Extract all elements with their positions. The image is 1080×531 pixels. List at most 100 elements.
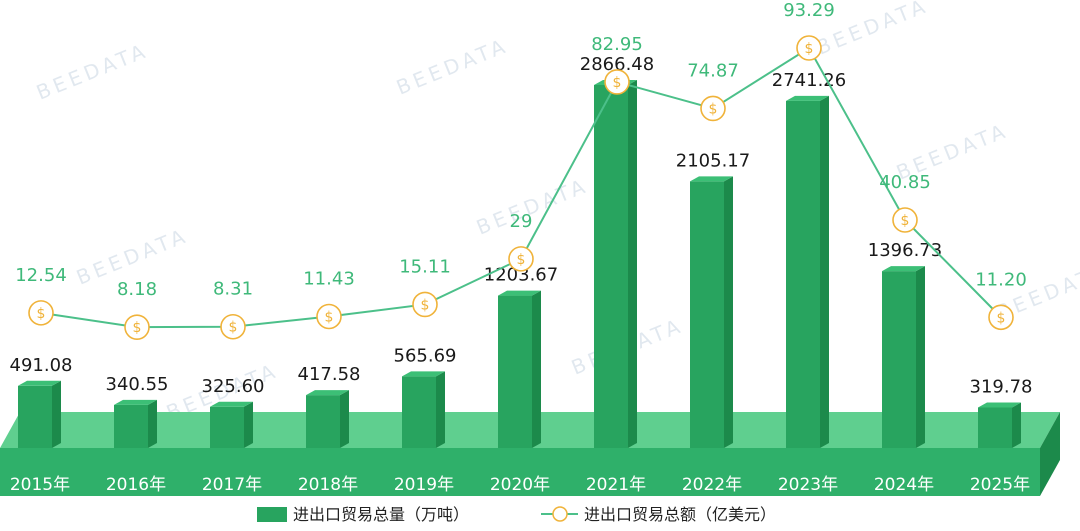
line-data-label: 12.54 bbox=[15, 265, 67, 286]
dollar-sign-icon: $ bbox=[997, 310, 1006, 326]
bar-data-label: 319.78 bbox=[970, 377, 1033, 398]
bar-front bbox=[210, 406, 244, 448]
line-data-label: 15.11 bbox=[399, 256, 451, 277]
watermark-text: BEEDATA bbox=[33, 38, 152, 105]
bar-side bbox=[628, 80, 637, 448]
bar bbox=[306, 390, 349, 448]
bar-data-label: 2866.48 bbox=[580, 54, 654, 75]
line-marker: $ bbox=[124, 314, 150, 340]
line-marker: $ bbox=[988, 304, 1014, 331]
dollar-coin-icon bbox=[892, 207, 918, 233]
bar-series bbox=[18, 80, 1021, 449]
dollar-coin-icon bbox=[412, 291, 438, 318]
x-tick-label: 2018年 bbox=[298, 475, 358, 495]
x-tick-label: 2024年 bbox=[874, 475, 934, 495]
dollar-coin-icon bbox=[316, 303, 342, 330]
bar-front bbox=[786, 100, 820, 449]
x-tick-label: 2022年 bbox=[682, 475, 742, 495]
dollar-sign-icon: $ bbox=[517, 252, 526, 268]
bar-data-label: 491.08 bbox=[10, 355, 73, 376]
bar bbox=[114, 399, 157, 448]
dollar-sign-icon: $ bbox=[709, 101, 718, 117]
x-tick-label: 2021年 bbox=[586, 475, 646, 495]
bar-top bbox=[210, 401, 253, 407]
bar-front bbox=[690, 181, 724, 448]
line-data-label: 29 bbox=[510, 211, 533, 232]
legend-bar-swatch bbox=[257, 507, 287, 522]
dollar-coin-icon bbox=[988, 304, 1014, 331]
line-marker: $ bbox=[412, 291, 438, 318]
dollar-coin-icon bbox=[28, 300, 54, 326]
bar-data-label: 565.69 bbox=[394, 345, 457, 366]
line-data-label: 8.31 bbox=[213, 279, 253, 300]
legend-line-marker-icon bbox=[552, 506, 568, 522]
dollar-sign-icon: $ bbox=[325, 310, 334, 326]
legend-line-label: 进出口贸易总额（亿美元） bbox=[584, 505, 776, 524]
bar-side bbox=[52, 380, 61, 448]
line-data-label: 40.85 bbox=[879, 172, 931, 193]
bar bbox=[594, 80, 637, 448]
watermark-text: BEEDATA bbox=[393, 33, 512, 100]
x-tick-label: 2020年 bbox=[490, 475, 550, 495]
bar bbox=[690, 176, 733, 448]
dollar-coin-icon bbox=[700, 95, 726, 122]
x-tick-label: 2015年 bbox=[10, 475, 70, 495]
bar-data-label: 325.60 bbox=[202, 376, 265, 397]
bar-data-label: 417.58 bbox=[298, 364, 361, 385]
line-marker: $ bbox=[508, 246, 534, 272]
bar-top bbox=[402, 371, 445, 377]
bar-front bbox=[306, 395, 340, 448]
bar-side bbox=[1012, 402, 1021, 448]
line-data-label: 82.95 bbox=[591, 34, 643, 55]
bar-side bbox=[244, 401, 253, 448]
dollar-sign-icon: $ bbox=[805, 41, 814, 57]
bar-data-labels: 491.08 340.55 325.60 417.58 565.69 1203.67 286… bbox=[10, 54, 1033, 398]
line-data-labels: 12.54 8.18 8.31 11.43 15.11 29 82.95 74.87 93.29… bbox=[15, 0, 1027, 300]
line-marker: $ bbox=[28, 300, 54, 326]
dollar-sign-icon: $ bbox=[37, 306, 46, 322]
bar-top bbox=[498, 290, 541, 296]
bar-top bbox=[978, 402, 1021, 408]
bar bbox=[978, 402, 1021, 448]
bar bbox=[402, 371, 445, 448]
legend: 进出口贸易总量（万吨） 进出口贸易总额（亿美元） bbox=[257, 505, 776, 524]
dollar-coin-icon bbox=[124, 314, 150, 340]
bar-data-label: 1203.67 bbox=[484, 265, 558, 286]
bar-front bbox=[402, 376, 436, 448]
floor-side bbox=[1040, 412, 1060, 496]
x-tick-label: 2025年 bbox=[970, 475, 1030, 495]
bar-top bbox=[114, 399, 157, 405]
bar-front bbox=[978, 407, 1012, 448]
bar-front bbox=[882, 271, 916, 448]
x-tick-label: 2017年 bbox=[202, 475, 262, 495]
bar bbox=[786, 95, 829, 449]
bar-top bbox=[786, 95, 829, 101]
floor-front bbox=[0, 448, 1040, 496]
x-tick-labels: 2015年 2016年 2017年 2018年 2019年 2020年 2021年 2022年… bbox=[10, 475, 1030, 495]
dollar-sign-icon: $ bbox=[133, 320, 142, 336]
bar-side bbox=[532, 290, 541, 448]
bar-front bbox=[114, 404, 148, 448]
x-tick-label: 2023年 bbox=[778, 475, 838, 495]
bar bbox=[210, 401, 253, 448]
dollar-sign-icon: $ bbox=[901, 213, 910, 229]
bar bbox=[498, 290, 541, 448]
bar-side bbox=[916, 266, 925, 448]
bar-side bbox=[340, 390, 349, 448]
line-marker: $ bbox=[316, 303, 342, 330]
bar-top bbox=[18, 380, 61, 386]
bar-side bbox=[148, 399, 157, 448]
line-data-label: 11.43 bbox=[303, 269, 355, 290]
dollar-sign-icon: $ bbox=[229, 320, 238, 336]
bar-front bbox=[498, 295, 532, 448]
line-data-label: 8.18 bbox=[117, 279, 157, 300]
line-data-label: 11.20 bbox=[975, 269, 1027, 290]
line-series: $ $ $ $ $ $ $ $ $ $ $ bbox=[28, 35, 1014, 340]
bar-front bbox=[594, 85, 628, 448]
bar-side bbox=[820, 95, 829, 449]
legend-bar-label: 进出口贸易总量（万吨） bbox=[293, 505, 469, 524]
line-marker: $ bbox=[700, 95, 726, 122]
x-tick-label: 2016年 bbox=[106, 475, 166, 495]
line-marker: $ bbox=[796, 35, 822, 61]
